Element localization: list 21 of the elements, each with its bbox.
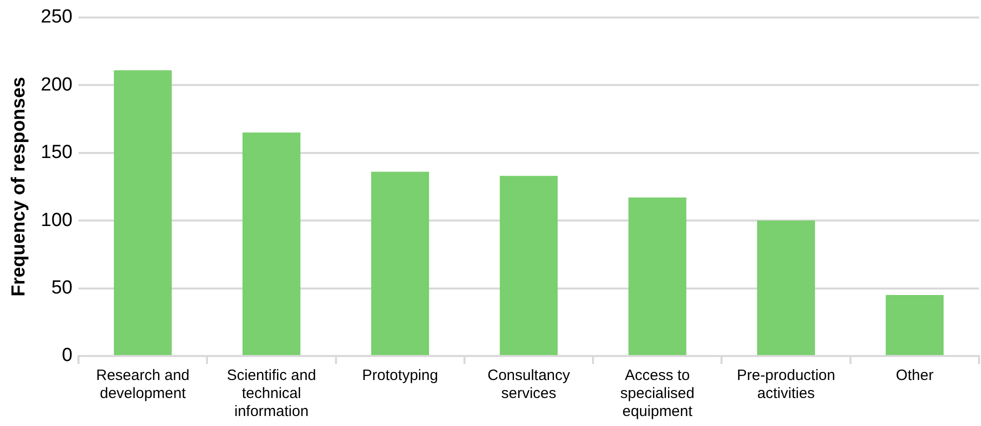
y-tick-label: 200 [40, 74, 72, 96]
x-tick-label: Prototyping [362, 367, 438, 384]
bar [500, 176, 558, 355]
x-tick-label: Scientific and technical information [226, 367, 316, 420]
y-tick-label: 250 [40, 6, 72, 28]
y-tick-label: 50 [51, 278, 72, 299]
x-tick-label: Pre-production activities [736, 367, 836, 402]
y-tick-label: 0 [62, 345, 72, 366]
y-tick-label: 100 [40, 210, 72, 231]
bar [628, 198, 686, 355]
bar [371, 172, 430, 355]
bar [757, 220, 815, 355]
bar [886, 295, 944, 355]
bar [242, 132, 300, 355]
x-tick-label: Other [896, 367, 934, 384]
y-axis-title: Frequency of responses [8, 76, 30, 297]
bar [114, 70, 172, 355]
x-tick-label: Research and development [96, 367, 190, 402]
x-tick-label: Access to specialised equipment [620, 367, 695, 420]
y-tick-label: 150 [40, 142, 72, 164]
x-tick-label: Consultancy services [487, 367, 571, 402]
